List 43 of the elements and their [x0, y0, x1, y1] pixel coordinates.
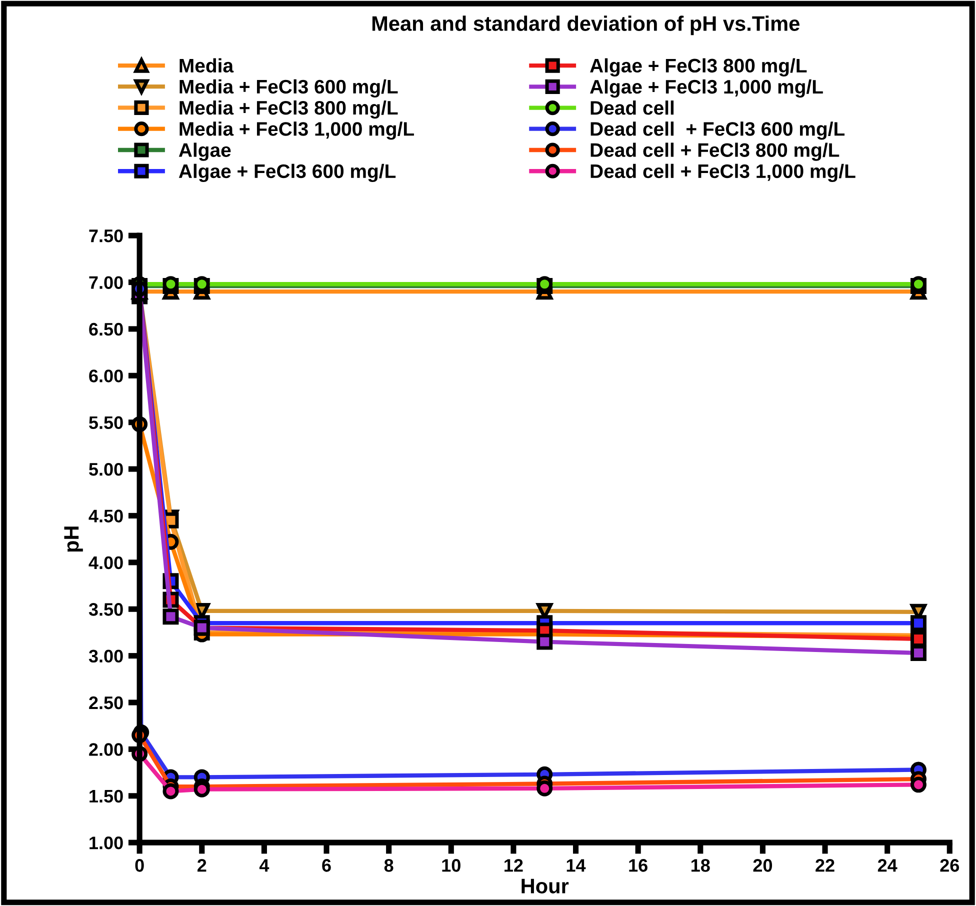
y-tick-label: 6.50 [89, 322, 123, 336]
x-tick-label: 4 [259, 859, 270, 872]
x-tick-label: 20 [753, 859, 772, 872]
y-tick-label: 1.00 [90, 836, 123, 850]
x-tick-label: 8 [384, 859, 394, 872]
legend-label: Dead cell + FeCl3 600 mg/L [590, 122, 845, 140]
legend-label: Media + FeCl3 600 mg/L [180, 79, 398, 98]
x-tick-label: 2 [197, 859, 206, 872]
legend-label: Algae + FeCl3 800 mg/L [590, 58, 807, 76]
y-tick-label: 4.00 [88, 556, 123, 570]
y-tick-label: 7.00 [89, 276, 123, 289]
legend-label: Media [180, 58, 234, 73]
y-tick-label: 7.50 [89, 229, 123, 242]
y-axis-title: pH [64, 526, 83, 552]
x-axis-title: Hour [522, 878, 569, 894]
x-tick-label: 22 [816, 859, 834, 872]
y-tick-label: 3.00 [88, 650, 123, 663]
x-tick-label: 10 [442, 859, 460, 872]
x-tick-label: 16 [629, 859, 648, 872]
y-tick-label: 1.50 [90, 790, 123, 803]
y-tick-label: 5.00 [89, 462, 123, 476]
legend-label: Media + FeCl3 800 mg/L [180, 100, 398, 119]
y-tick-label: 2.00 [89, 743, 123, 756]
y-tick-label: 2.50 [89, 696, 123, 710]
x-tick-label: 18 [691, 859, 710, 872]
legend-label: Dead cell + FeCl3 1,000 mg/L [590, 164, 856, 182]
y-tick-label: 6.00 [89, 370, 123, 382]
legend-label: Media + FeCl3 1,000 mg/L [180, 122, 414, 140]
chart-title: Mean and standard deviation of pH vs.Time [372, 16, 800, 36]
y-tick-label: 3.50 [88, 603, 123, 616]
legend-label: Dead cell + FeCl3 800 mg/L [590, 142, 840, 161]
x-tick-label: 0 [135, 859, 144, 872]
legend-label: Algae + FeCl3 600 mg/L [178, 164, 396, 182]
x-tick-label: 14 [566, 859, 586, 872]
x-tick-label: 6 [322, 859, 331, 872]
x-tick-label: 26 [940, 859, 960, 872]
legend-label: Algae + FeCl3 1,000 mg/L [590, 79, 823, 98]
x-tick-label: 12 [504, 859, 523, 872]
legend-label: Algae [178, 142, 231, 161]
legend-label: Dead cell [590, 100, 674, 115]
y-tick-label: 4.50 [88, 510, 123, 522]
y-tick-label: 5.50 [89, 416, 123, 430]
x-tick-label: 24 [878, 859, 898, 872]
